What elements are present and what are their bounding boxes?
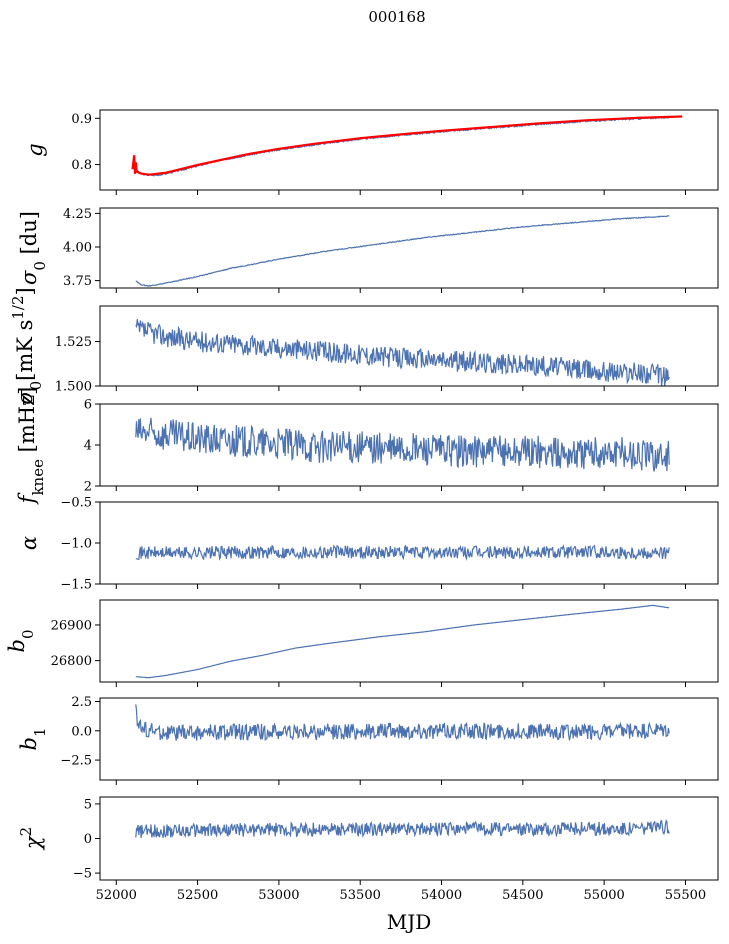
axes-frame-8: [99, 796, 719, 881]
y-axis-label-2: σ0 [du]: [17, 211, 49, 285]
y-axis-label-5: α: [17, 536, 41, 550]
y-tick-label: 4.25: [63, 207, 92, 222]
series-line-2: [135, 215, 670, 287]
panel-8: −5 0 5 52000 52500 53000 53500 54000 54500 55000 5…: [17, 796, 719, 903]
panel-2: 3.75 4.00 4.25 σ0 [du]: [17, 207, 719, 293]
y-tick-label: 0.0: [71, 724, 92, 739]
y-axis-label-part: 0: [27, 381, 45, 391]
y-axis-label-part: b: [5, 639, 29, 652]
y-axis-label-part: 2: [17, 827, 35, 837]
figure-title: 000168: [368, 8, 425, 26]
y-tick-label: 4: [84, 439, 92, 454]
y-axis-label-part: 1/2: [9, 295, 27, 319]
panel-1: 0.8 0.9 g: [23, 109, 719, 195]
y-tick-label: −1.0: [60, 537, 92, 552]
panel-5: −1.5 −1.0 −0.5 α: [17, 496, 719, 593]
y-tick-label: 3.75: [63, 274, 92, 289]
axes-frame-6: [99, 599, 719, 683]
y-axis-label-8: χ2: [17, 827, 45, 851]
y-axis-label-6: b0: [5, 630, 37, 653]
y-axis-label-part: knee: [29, 459, 47, 496]
y-tick-label: 2.5: [71, 695, 92, 710]
y-axis-label-part: f: [15, 492, 39, 505]
model-line-1: [131, 115, 683, 176]
y-axis-label-part: ]: [13, 287, 37, 295]
y-tick-label: 26800: [51, 654, 92, 669]
x-tick-label: 55500: [665, 888, 706, 903]
y-tick-label: 0.8: [71, 158, 92, 173]
y-axis-label-part: σ: [13, 390, 37, 405]
panel-7: −2.5 0.0 2.5 b1: [17, 695, 719, 785]
y-tick-label: 5: [84, 797, 92, 812]
y-tick-label: 1.500: [55, 380, 92, 395]
x-tick-label: 53000: [258, 888, 299, 903]
x-tick-label: 54000: [421, 888, 462, 903]
series-line-5: [135, 544, 670, 561]
panel-3: 1.500 1.525 σ0[mK s1/2]: [9, 287, 719, 405]
series-line-1: [132, 116, 670, 177]
x-tick-label: 52000: [96, 888, 137, 903]
y-axis-label-part: 0: [31, 261, 49, 271]
series-line-4: [135, 417, 670, 472]
y-axis-label-part: α: [17, 536, 41, 550]
y-axis-label-part: 1: [31, 728, 49, 738]
y-axis-label-part: [mK s: [13, 320, 37, 381]
y-axis-label-part: [du]: [17, 211, 41, 261]
panel-6: 26800 26900 b0: [5, 599, 719, 687]
y-tick-label: 4.00: [63, 240, 92, 255]
x-tick-label: 52500: [177, 888, 218, 903]
axes-frame-5: [99, 501, 719, 585]
y-tick-label: 1.525: [55, 335, 92, 350]
axes-frame-2: [99, 207, 719, 289]
panel-4: 2 4 6 fknee [mHz]: [15, 387, 719, 506]
y-tick-label: 2: [84, 480, 92, 495]
y-axis-label-part: χ: [21, 835, 45, 851]
axes-frame-1: [99, 109, 719, 191]
y-axis-label-part: σ: [17, 270, 41, 285]
y-axis-label-part: b: [17, 737, 41, 750]
series-line-8: [135, 819, 670, 839]
y-tick-label: 26900: [51, 618, 92, 633]
y-axis-label-part: [mHz]: [15, 387, 39, 459]
series-line-3: [135, 319, 670, 386]
y-axis-label-part: g: [23, 143, 47, 156]
x-tick-label: 55000: [583, 888, 624, 903]
axes-frame-4: [99, 403, 719, 487]
series-line-7: [135, 704, 670, 742]
x-tick-label: 53500: [340, 888, 381, 903]
series-line-6: [135, 604, 670, 679]
y-tick-label: 6: [84, 398, 92, 413]
axes-frame-7: [99, 697, 719, 781]
y-axis-label-3: σ0[mK s1/2]: [9, 287, 45, 404]
y-axis-label-part: 0: [19, 630, 37, 640]
y-tick-label: 0: [84, 832, 92, 847]
y-tick-label: −2.5: [60, 754, 92, 769]
y-tick-label: 0.9: [71, 112, 92, 127]
x-axis-label: MJD: [387, 910, 432, 934]
y-tick-label: −5: [73, 867, 92, 882]
y-tick-label: −1.5: [60, 578, 92, 593]
y-tick-label: −0.5: [60, 496, 92, 511]
y-axis-label-4: fknee [mHz]: [15, 387, 47, 506]
axes-frame-3: [99, 305, 719, 387]
x-tick-label: 54500: [502, 888, 543, 903]
y-axis-label-7: b1: [17, 728, 49, 751]
y-axis-label-1: g: [23, 143, 47, 156]
